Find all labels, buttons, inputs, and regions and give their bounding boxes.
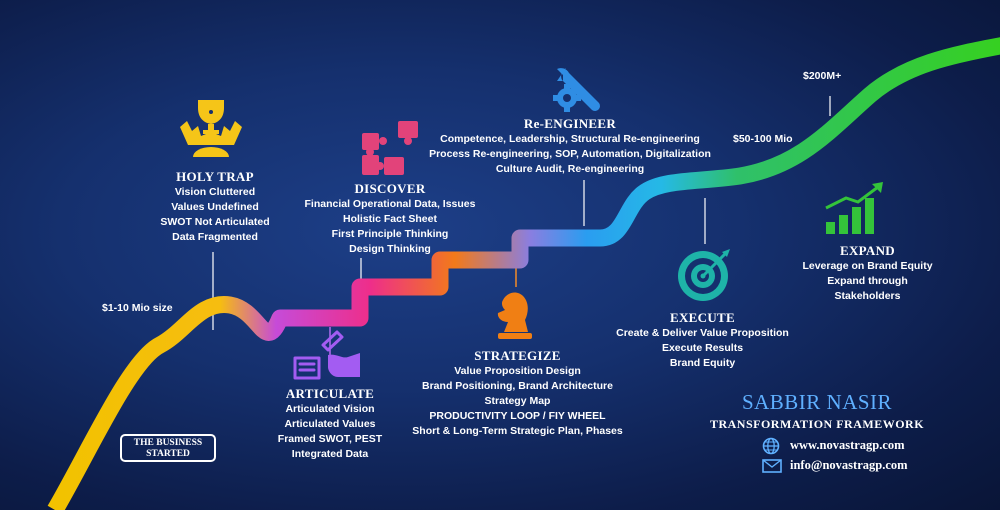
stage-line: Articulated Vision (285, 403, 375, 415)
milestone-mid: $50-100 Mio (733, 133, 793, 145)
stage-line: Value Proposition Design (454, 365, 581, 377)
stage-line: Financial Operational Data, Issues (304, 198, 476, 210)
stage-line: Framed SWOT, PEST (277, 433, 383, 445)
stage-expand: EXPAND Leverage on Brand Equity Expand t… (770, 243, 965, 304)
stage-line: Short & Long-Term Strategic Plan, Phases (412, 425, 623, 437)
stage-title: ARTICULATE (285, 386, 375, 401)
stage-line: Competence, Leadership, Structural Re-en… (440, 133, 700, 145)
stage-line: Execute Results (661, 342, 744, 354)
stage-title: EXECUTE (670, 310, 735, 325)
trophy-gear-icon (180, 100, 242, 157)
stage-line: Holistic Fact Sheet (343, 213, 437, 225)
stage-line: Values Undefined (171, 201, 259, 213)
email-text[interactable]: info@novastragp.com (790, 458, 908, 472)
stage-line: Vision Cluttered (174, 186, 256, 198)
globe-icon (762, 437, 780, 455)
wrench-gear-icon (553, 68, 601, 112)
brand-block: SABBIR NASIR TRANSFORMATION FRAMEWORK (686, 390, 948, 432)
badge-line: THE BUSINESS (133, 438, 203, 448)
business-started-badge: THE BUSINESS STARTED (120, 434, 216, 462)
stage-line: Culture Audit, Re-engineering (495, 163, 645, 175)
stage-title: HOLY TRAP (176, 169, 254, 184)
stage-line: Brand Positioning, Brand Architecture (422, 380, 613, 392)
badge-line: STARTED (146, 449, 190, 459)
stage-title: Re-ENGINEER (523, 116, 617, 131)
stage-strategize: STRATEGIZE Value Proposition Design Bran… (395, 348, 640, 439)
stage-line: Expand through (827, 275, 908, 287)
stage-holy-trap: HOLY TRAP Vision Cluttered Values Undefi… (140, 169, 290, 245)
stage-line: Design Thinking (349, 243, 431, 255)
milestone-small: $1-10 Mio size (102, 302, 173, 314)
stage-line: Leverage on Brand Equity (802, 260, 933, 272)
brand-name: SABBIR NASIR (741, 390, 893, 414)
stage-line: PRODUCTIVITY LOOP / FIY WHEEL (429, 410, 606, 422)
stage-title: EXPAND (840, 243, 895, 258)
stage-execute: EXECUTE Create & Deliver Value Propositi… (600, 310, 805, 371)
stage-line: First Principle Thinking (331, 228, 449, 240)
chess-knight-icon (497, 292, 532, 339)
stage-line: Brand Equity (669, 357, 736, 369)
hand-writing-icon (293, 330, 360, 380)
website-text[interactable]: www.novastragp.com (790, 438, 905, 452)
envelope-icon (762, 459, 782, 473)
stage-reengineer: Re-ENGINEER Competence, Leadership, Stru… (420, 116, 720, 177)
brand-subtitle: TRANSFORMATION FRAMEWORK (709, 417, 925, 431)
puzzle-icon (362, 121, 418, 175)
stage-line: Integrated Data (291, 448, 369, 460)
stage-line: Articulated Values (284, 418, 376, 430)
stage-line: Strategy Map (484, 395, 551, 407)
growth-staircase (47, 37, 1000, 510)
stage-line: Create & Deliver Value Proposition (616, 327, 789, 339)
stage-articulate: ARTICULATE Articulated Vision Articulate… (255, 386, 405, 462)
stage-line: Stakeholders (834, 290, 901, 302)
stage-title: DISCOVER (354, 181, 426, 196)
milestone-large: $200M+ (803, 70, 842, 82)
target-icon (678, 249, 730, 301)
stage-line: Process Re-engineering, SOP, Automation,… (429, 148, 711, 160)
stage-line: Data Fragmented (172, 231, 258, 243)
stage-discover: DISCOVER Financial Operational Data, Iss… (290, 181, 490, 257)
stage-line: SWOT Not Articulated (160, 216, 270, 228)
stage-title: STRATEGIZE (474, 348, 561, 363)
growth-chart-icon (825, 182, 883, 234)
